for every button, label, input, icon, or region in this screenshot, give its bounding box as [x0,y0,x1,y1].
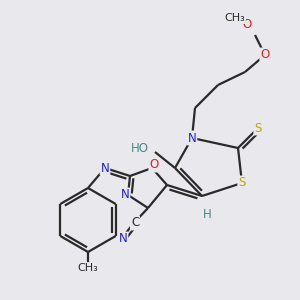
Text: N: N [188,131,196,145]
Text: N: N [100,161,109,175]
Text: S: S [254,122,262,134]
Text: C: C [131,217,139,230]
Text: O: O [242,19,252,32]
Text: CH₃: CH₃ [224,13,245,23]
Text: O: O [260,49,270,62]
Text: N: N [118,232,127,245]
Text: HO: HO [131,142,149,155]
Text: N: N [121,188,129,202]
Text: H: H [202,208,211,220]
Text: O: O [149,158,159,172]
Text: S: S [238,176,246,190]
Text: CH₃: CH₃ [78,263,98,273]
